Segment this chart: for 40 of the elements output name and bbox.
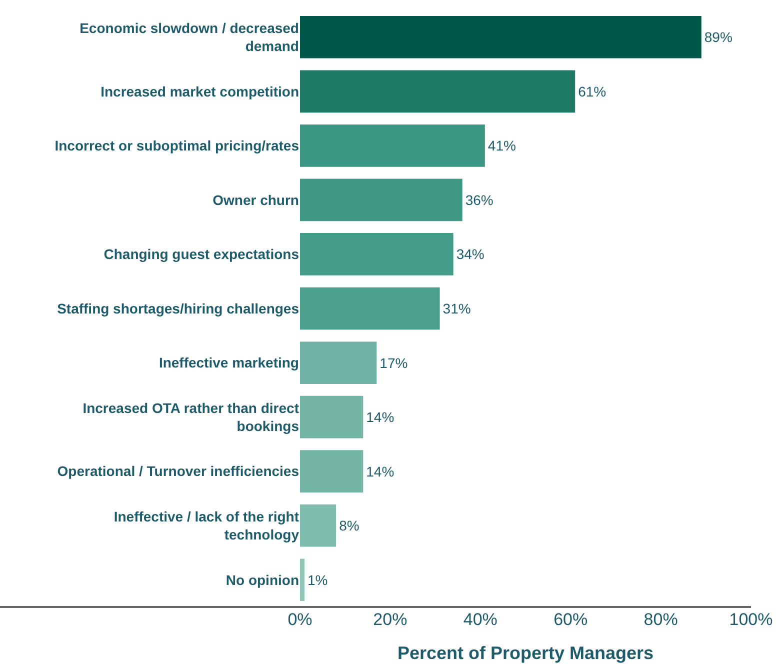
y-tick-label: No opinion [226,572,299,588]
bar [300,450,364,492]
data-label: 89% [704,29,732,46]
y-tick-label: Increased OTA rather than direct bookings [82,400,300,434]
bar [300,70,576,113]
bar [300,233,454,276]
x-tick-label: 100% [729,610,773,629]
data-label: 41% [488,138,516,154]
data-label: 14% [366,409,394,426]
x-tick-label: 20% [373,610,408,629]
x-tick-label: 60% [554,610,588,629]
bar [300,504,336,547]
bar [300,178,462,222]
bar [300,16,702,58]
data-label: 14% [366,463,394,480]
bar [300,342,377,384]
data-label: 31% [442,300,471,316]
y-tick-label: Ineffective / lack of the right technology [114,508,300,543]
data-label: 1% [308,572,328,588]
x-tick-label: 0% [288,610,312,629]
x-axis-title: Percent of Property Managers [397,643,654,664]
bar [300,287,440,330]
data-label: 61% [578,83,606,100]
y-tick-label: Ineffective marketing [158,354,299,371]
y-tick-label: Economic slowdown / decreased demand [80,20,299,54]
y-tick-label: Changing guest expectations [104,246,300,262]
data-label: 34% [456,246,484,262]
bar [300,396,364,438]
bar [300,124,485,167]
data-label: 36% [465,192,494,208]
y-tick-label: Increased market competition [100,83,299,100]
x-tick-label: 40% [463,610,498,629]
y-tick-label: Incorrect or suboptimal pricing/rates [54,138,300,154]
y-tick-label: Owner churn [212,192,299,208]
data-label: 17% [380,354,408,371]
data-label: 8% [339,518,360,534]
x-tick-label: 80% [644,610,678,629]
y-tick-label: Staffing shortages/hiring challenges [57,300,300,316]
bar [300,558,305,602]
y-tick-label: Operational / Turnover inefficiencies [57,463,300,480]
